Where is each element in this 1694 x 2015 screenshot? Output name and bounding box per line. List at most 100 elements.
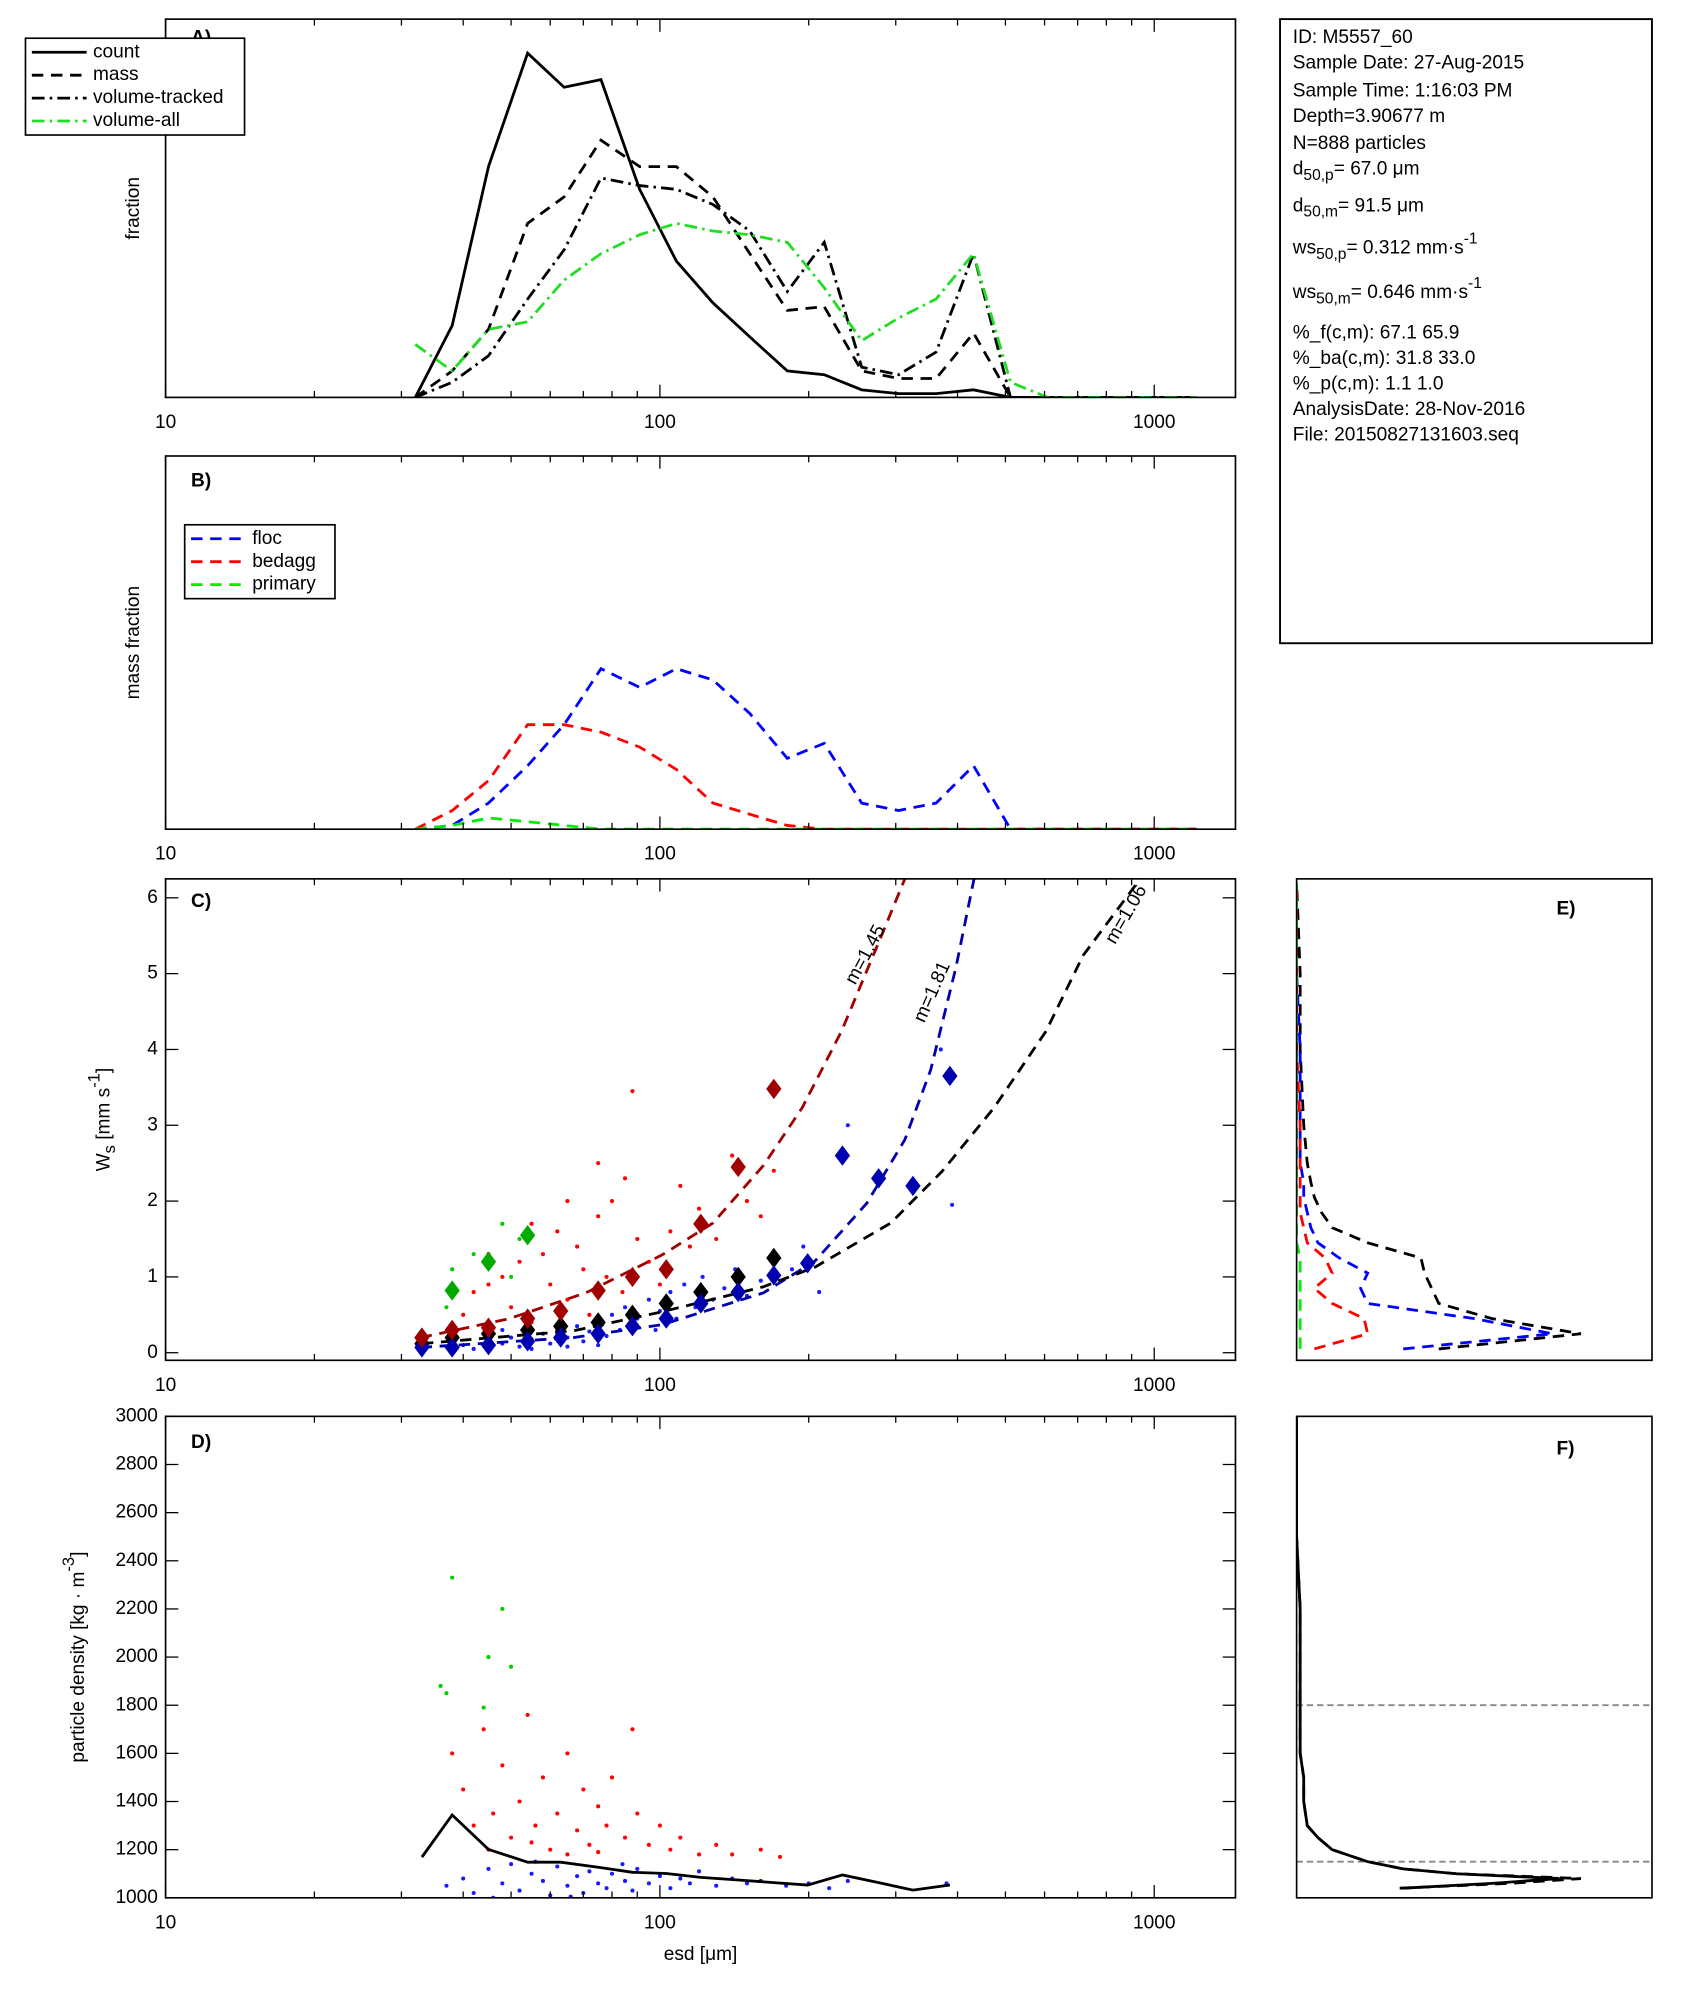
legend-label: primary — [252, 574, 316, 595]
point — [678, 1835, 683, 1840]
x-tick-label: 10 — [155, 1375, 176, 1396]
point — [635, 1811, 640, 1816]
point — [461, 1876, 466, 1881]
point — [565, 1751, 570, 1756]
point — [687, 1244, 692, 1249]
point — [509, 1335, 514, 1340]
point — [646, 1842, 651, 1847]
point — [517, 1799, 522, 1804]
y-tick-label: 2200 — [115, 1598, 157, 1619]
bin-mean — [834, 1145, 851, 1166]
profile-line — [1296, 882, 1582, 1351]
point — [491, 1811, 496, 1816]
text-part: [mm s — [93, 1088, 114, 1145]
point — [575, 1324, 580, 1329]
bin-mean — [693, 1213, 709, 1235]
x-tick-label: 10 — [155, 1912, 176, 1933]
point — [938, 1047, 943, 1052]
point — [509, 1862, 514, 1867]
text-part: 50,m — [1316, 290, 1351, 307]
point — [620, 1862, 625, 1867]
text-part: ID: M5557_60 — [1293, 27, 1413, 48]
x-tick-label: 1000 — [1133, 412, 1175, 433]
text-part: Sample Time: 1:16:03 PM — [1293, 81, 1513, 102]
point — [622, 1835, 628, 1840]
point — [575, 1874, 580, 1879]
point — [481, 1727, 486, 1732]
point — [575, 1244, 580, 1249]
point — [486, 1282, 491, 1287]
point — [714, 1883, 719, 1888]
x-tick-label: 1000 — [1133, 1375, 1175, 1396]
point — [845, 1878, 850, 1883]
y-tick-label: 2600 — [115, 1502, 157, 1523]
point — [540, 1878, 545, 1883]
point — [668, 1886, 673, 1891]
y-tick-label: 1600 — [115, 1742, 157, 1763]
point — [481, 1705, 486, 1710]
x-tick-label: 100 — [644, 1912, 676, 1933]
text-part: AnalysisDate: 28-Nov-2016 — [1293, 399, 1525, 420]
series-line — [414, 138, 1197, 398]
point — [517, 1888, 522, 1893]
text-part: -1 — [1464, 231, 1478, 248]
text-part: %_p(c,m): 1.1 1.0 — [1293, 374, 1444, 395]
point — [509, 1664, 514, 1669]
point — [758, 1214, 763, 1219]
bin-mean — [766, 1078, 782, 1100]
point — [438, 1683, 443, 1689]
series-line — [414, 221, 1197, 398]
y-tick-label: 2400 — [115, 1550, 157, 1571]
point — [529, 1346, 534, 1351]
plot-area — [1296, 1416, 1652, 1890]
point — [604, 1274, 609, 1279]
y-axis-label: particle density [kg · m-3] — [60, 1552, 89, 1763]
point — [845, 1123, 850, 1128]
profile-line — [1296, 1416, 1581, 1890]
point — [622, 1305, 628, 1310]
panel-label: E) — [1556, 898, 1575, 919]
point — [581, 1787, 586, 1792]
bin-mean — [414, 1327, 430, 1348]
point — [697, 1869, 702, 1874]
point — [609, 1312, 615, 1317]
text-part: ws — [1292, 237, 1316, 258]
point — [565, 1344, 570, 1349]
point — [587, 1329, 592, 1334]
series-line — [415, 666, 1197, 830]
series-line — [414, 50, 1197, 398]
bin-mean — [444, 1280, 460, 1301]
point — [635, 1236, 640, 1242]
bin-mean — [693, 1293, 709, 1314]
point — [687, 1881, 692, 1886]
point — [486, 1866, 491, 1871]
point — [540, 1252, 545, 1257]
bin-mean — [658, 1293, 674, 1314]
point — [509, 1835, 514, 1840]
point — [500, 1606, 505, 1611]
point — [697, 1852, 702, 1857]
point — [509, 1305, 514, 1310]
y-tick-label: 1800 — [115, 1694, 157, 1715]
x-tick-label: 1000 — [1133, 1912, 1175, 1933]
profile-line — [1296, 882, 1553, 1351]
text-part: s — [101, 1145, 119, 1153]
point — [500, 1327, 505, 1333]
point — [630, 1888, 635, 1893]
point — [444, 1691, 449, 1696]
point — [587, 1842, 592, 1847]
point — [609, 1775, 615, 1780]
point — [758, 1278, 763, 1283]
point — [635, 1866, 640, 1871]
point — [697, 1206, 702, 1211]
point — [789, 1267, 795, 1272]
axes-frame — [164, 1415, 1237, 1899]
info-line: d50,m= 91.5 μm — [1293, 195, 1424, 220]
y-tick-label: 1200 — [115, 1839, 157, 1860]
legend-label: floc — [252, 528, 282, 549]
legend-label: mass — [93, 64, 139, 85]
info-line: ws50,m= 0.646 mm·s-1 — [1292, 275, 1482, 307]
bin-mean — [480, 1251, 497, 1272]
point — [450, 1267, 455, 1272]
info-line: %_p(c,m): 1.1 1.0 — [1293, 374, 1444, 395]
